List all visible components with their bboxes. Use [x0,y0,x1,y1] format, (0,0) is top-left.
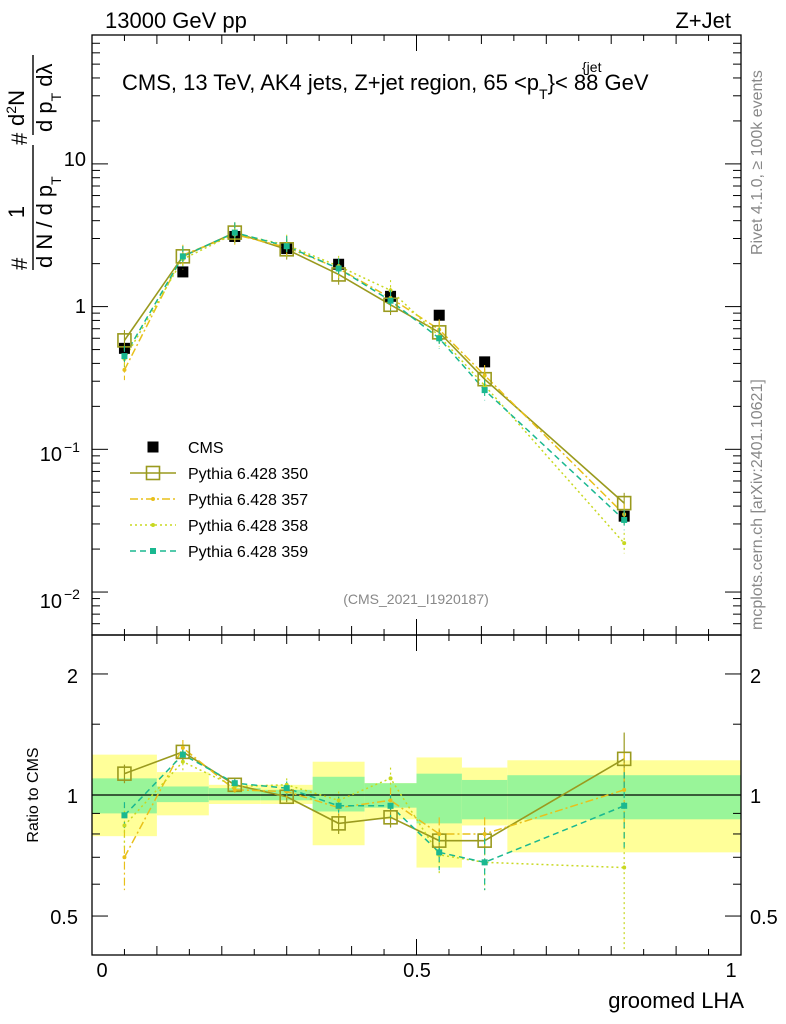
ratio-tick-label-2: 2 [67,666,78,688]
x-tick-label-1: 1 [725,960,736,982]
ratio-y-axis-title: Ratio to CMS [25,747,42,842]
main-y-axis-title: # 1 d N / d pT # d2N d pT dλ [3,55,64,270]
ratio-point-pythia-6.428-357-6 [437,831,442,836]
ratio-line-pythia-6.428-357 [123,746,625,858]
ratio-point-pythia-6.428-357-5 [388,798,393,803]
plot-title-superscript: {jet [582,59,602,75]
main-point-pythia-6.428-359-0 [121,353,128,360]
svg-text:1: 1 [4,206,29,218]
ratio-point-pythia-6.428-350-1 [175,744,191,760]
legend: CMS Pythia 6.428 350 Pythia 6.428 357 Pythi… [130,440,308,561]
main-line-pythia-6.428-358 [123,232,625,544]
data-points [117,222,632,870]
main-point-pythia-6.428-359-5 [387,297,394,304]
legend-label-2: Pythia 6.428 357 [188,492,308,509]
rivet-version-label: Rivet 4.1.0, ≥ 100k events [749,70,766,255]
cms-point-1 [177,266,189,278]
ratio-uncertainty-bands [92,754,741,868]
ratio-point-pythia-6.428-357-2 [232,787,237,792]
ratio-point-pythia-6.428-350-4 [331,816,346,831]
ratio-point-pythia-6.428-358-4 [336,798,341,803]
ratio-point-pythia-6.428-358-5 [388,776,393,781]
ratio-point-pythia-6.428-359-6 [436,849,443,856]
ratio-point-pythia-6.428-350-0 [117,766,132,781]
legend-label-0: CMS [188,440,224,457]
x-tick-label-0.5: 0.5 [403,960,431,982]
ratio-point-pythia-6.428-359-1 [179,751,186,758]
main-point-pythia-6.428-359-6 [436,335,443,342]
svg-text:#: # [7,257,32,270]
main-point-pythia-6.428-359-1 [179,253,186,260]
legend-marker-cms [147,441,159,453]
band-inner-bin-0 [92,778,157,814]
y-tick-sup-minus1: −1 [64,439,80,455]
ratio-point-pythia-6.428-357-7 [482,831,487,836]
svg-text:#: # [7,132,32,145]
ratio-point-pythia-6.428-358-1 [180,759,185,764]
mcplots-label: mcplots.cern.ch [arXiv:2401.10621] [749,379,766,630]
ratio-point-pythia-6.428-359-4 [335,802,342,809]
main-point-pythia-6.428-359-4 [335,265,342,272]
legend-label-4: Pythia 6.428 359 [188,544,308,561]
ratio-tick-label-right-1: 1 [750,786,761,808]
ratio-point-pythia-6.428-359-2 [231,780,238,787]
plot-title: CMS, 13 TeV, AK4 jets, Z+jet region, 65 … [122,70,649,102]
legend-label-1: Pythia 6.428 350 [188,466,308,483]
band-inner-bin-1 [156,786,209,803]
legend-marker-2 [151,497,155,501]
main-point-pythia-6.428-359-8 [621,516,628,523]
ratio-point-pythia-6.428-358-8 [622,865,627,870]
ratio-point-pythia-6.428-358-0 [122,823,127,828]
ratio-tick-label-1: 1 [67,786,78,808]
band-inner-bin-2 [208,788,261,801]
ratio-point-pythia-6.428-359-8 [621,802,628,809]
axes [91,34,742,956]
ratio-point-pythia-6.428-357-1 [180,745,185,750]
process-label: Z+Jet [675,8,731,33]
ratio-point-pythia-6.428-359-3 [283,785,290,792]
main-point-pythia-6.428-359-3 [283,243,290,250]
analysis-id: (CMS_2021_I1920187) [343,591,489,607]
svg-text:d N / d pT: d N / d pT [32,176,64,268]
ratio-point-pythia-6.428-359-7 [481,859,488,866]
ratio-point-pythia-6.428-357-8 [622,787,627,792]
ratio-point-pythia-6.428-350-8 [616,751,632,767]
legend-marker-3 [151,523,155,527]
main-line-pythia-6.428-350 [123,231,625,504]
ratio-point-pythia-6.428-350-5 [383,810,398,825]
legend-label-3: Pythia 6.428 358 [188,518,308,535]
main-point-pythia-6.428-358-8 [622,541,627,546]
main-point-pythia-6.428-358-5 [388,288,393,293]
ratio-point-pythia-6.428-357-0 [122,855,127,860]
energy-label: 13000 GeV pp [105,8,247,33]
band-inner-bin-7 [461,779,508,820]
y-tick-label-0.1: 10 [40,444,62,466]
ratio-tick-label-right-0.5: 0.5 [750,907,778,929]
ratio-point-pythia-6.428-359-5 [387,802,394,809]
y-tick-label-1: 1 [75,296,86,318]
x-axis-title: groomed LHA [608,988,744,1013]
main-point-pythia-6.428-359-2 [231,229,238,236]
svg-text:d2N: d2N [3,90,29,126]
ratio-tick-label-0.5: 0.5 [50,907,78,929]
y-tick-label-10: 10 [64,149,86,171]
legend-marker-4 [150,548,156,554]
cms-point-6 [433,309,445,321]
main-point-pythia-6.428-357-0 [122,367,127,372]
band-inner-bin-6 [416,773,462,824]
ratio-tick-label-right-2: 2 [750,666,761,688]
y-tick-sup-minus2: −2 [64,586,80,602]
cms-point-7 [479,356,491,368]
ratio-point-pythia-6.428-359-0 [121,812,128,819]
y-tick-label-0.01: 10 [40,591,62,613]
legend-marker-1 [145,465,161,481]
main-point-pythia-6.428-359-7 [481,387,488,394]
x-tick-label-0: 0 [96,960,107,982]
svg-text:d pT dλ: d pT dλ [32,63,64,132]
